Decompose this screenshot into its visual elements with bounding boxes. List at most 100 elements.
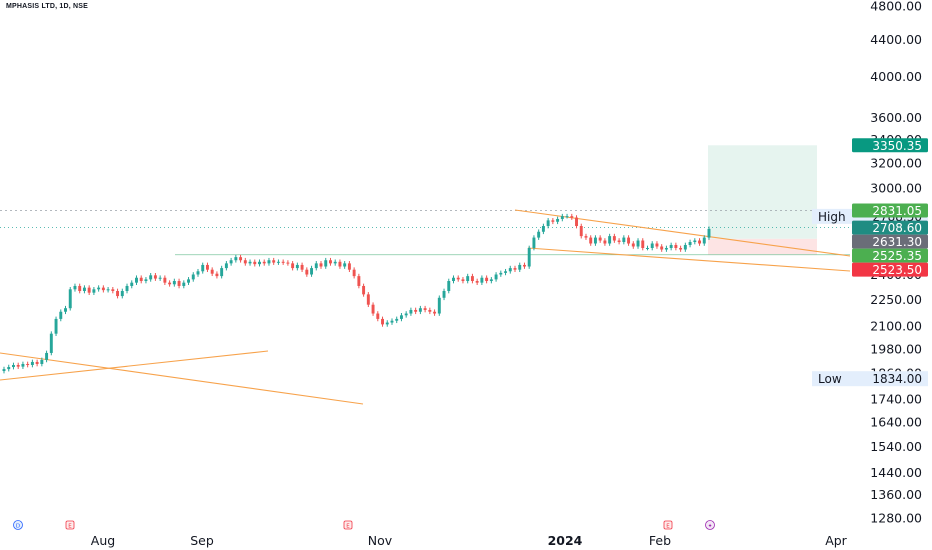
candle-body xyxy=(518,264,522,270)
price-badge xyxy=(852,262,928,277)
candle-body xyxy=(447,281,451,291)
candle-body xyxy=(371,304,375,314)
candle xyxy=(362,283,366,297)
candle xyxy=(437,295,441,316)
candle-body xyxy=(54,318,58,334)
candle-body xyxy=(347,263,351,270)
event-marker[interactable]: E xyxy=(65,520,75,530)
y-tick-label: 4400.00 xyxy=(870,32,922,47)
event-marker-label: E xyxy=(346,524,350,530)
event-markers[interactable]: D E E E ✦ xyxy=(13,520,715,530)
candle-body xyxy=(49,333,53,353)
candle xyxy=(693,238,697,245)
candle-body xyxy=(2,369,6,372)
candle xyxy=(556,216,560,225)
candle-body xyxy=(78,285,82,291)
candle xyxy=(499,270,503,277)
channel-upper-line[interactable] xyxy=(514,209,851,257)
candle xyxy=(683,242,687,252)
event-marker[interactable]: D xyxy=(13,520,23,530)
event-marker-circle[interactable] xyxy=(13,520,23,530)
price-badge xyxy=(852,220,928,235)
candle-body xyxy=(646,247,649,249)
candle-body xyxy=(300,264,304,270)
candle xyxy=(409,307,413,316)
trendline-up-left[interactable] xyxy=(0,350,269,381)
price-badge-text: 3350.35 xyxy=(872,139,922,153)
target-zone xyxy=(708,145,817,239)
candle-body xyxy=(494,274,498,280)
trendline-down-left[interactable] xyxy=(0,352,364,405)
y-tick-label: 4800.00 xyxy=(870,0,922,14)
event-marker-box[interactable] xyxy=(343,520,353,530)
candle-body xyxy=(333,261,337,264)
candle-body xyxy=(546,220,550,227)
candle xyxy=(319,261,323,269)
candle-body xyxy=(149,275,153,280)
candle xyxy=(116,288,120,299)
candle-body xyxy=(428,309,432,312)
candle xyxy=(35,359,39,367)
candle-body xyxy=(418,308,422,312)
event-marker-box[interactable] xyxy=(663,520,673,530)
candle xyxy=(291,261,295,271)
low-value: 1834.00 xyxy=(872,372,922,386)
price-badge xyxy=(852,234,928,249)
price-badge-text: 2525.35 xyxy=(872,249,922,263)
candle-body xyxy=(702,237,706,244)
candle-body xyxy=(7,367,11,370)
candle-body xyxy=(234,257,238,261)
candle xyxy=(262,259,266,266)
candle xyxy=(395,316,399,324)
candle xyxy=(423,305,427,313)
candle-body xyxy=(73,285,77,290)
candle xyxy=(603,238,607,246)
candle-body xyxy=(655,243,659,247)
candle xyxy=(111,286,115,294)
candle xyxy=(182,280,186,289)
candle xyxy=(622,235,626,245)
candle xyxy=(636,238,640,249)
x-tick-label: Feb xyxy=(649,533,671,548)
x-tick-label: Nov xyxy=(368,533,393,548)
candle-body xyxy=(229,260,233,264)
candle-body xyxy=(239,257,243,261)
candle-body xyxy=(523,264,526,267)
time-axis[interactable]: Aug Sep Nov 2024 Feb Apr xyxy=(91,533,848,548)
candle-body xyxy=(433,311,437,314)
candle-body xyxy=(168,282,172,285)
candle-body xyxy=(172,281,176,285)
candle xyxy=(702,235,706,246)
candle-body xyxy=(163,277,167,283)
candle xyxy=(650,241,654,251)
candle xyxy=(239,254,243,263)
candle xyxy=(504,268,508,276)
candle-body xyxy=(631,243,635,247)
candle-body xyxy=(627,237,631,244)
event-marker-circle[interactable] xyxy=(705,520,715,530)
event-marker-box[interactable] xyxy=(65,520,75,530)
high-label: High xyxy=(818,210,846,224)
candle-body xyxy=(466,276,470,282)
candle-body xyxy=(650,243,654,248)
candle xyxy=(314,261,318,271)
event-marker[interactable]: ✦ xyxy=(705,520,715,530)
candle-body xyxy=(508,268,512,272)
candle-body xyxy=(291,263,295,269)
event-marker[interactable]: E xyxy=(663,520,673,530)
trendlines[interactable] xyxy=(0,209,851,405)
candle-body xyxy=(461,279,465,282)
candle xyxy=(447,278,451,294)
candle xyxy=(253,259,257,267)
candle-body xyxy=(59,311,63,319)
event-marker[interactable]: E xyxy=(343,520,353,530)
candle xyxy=(281,259,285,265)
candle-body xyxy=(589,237,593,244)
candle xyxy=(286,260,290,266)
channel-lower-line[interactable] xyxy=(527,247,851,272)
candle xyxy=(357,273,361,289)
candle-body xyxy=(196,271,200,275)
candle xyxy=(546,218,550,229)
candle xyxy=(466,273,470,284)
